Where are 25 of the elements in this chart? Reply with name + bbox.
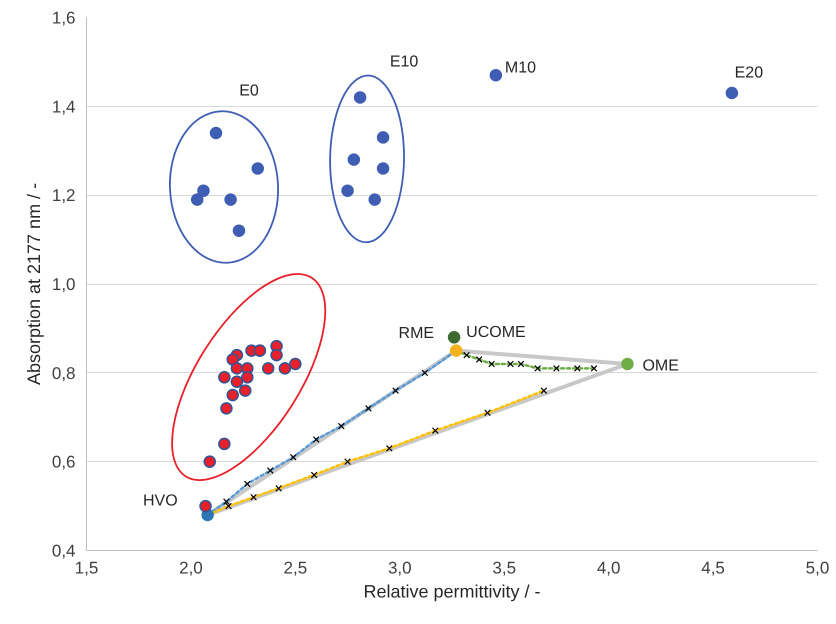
- y-tick-label: 0,8: [52, 364, 76, 383]
- y-tick-label: 1,4: [52, 97, 76, 116]
- series-label: OME: [642, 357, 679, 374]
- y-tick-label: 0,4: [52, 542, 76, 560]
- x-tick-label: 3,5: [492, 558, 516, 578]
- x-tick-label: 2,0: [179, 558, 203, 578]
- x-tick-label: 2,5: [284, 558, 308, 578]
- y-tick-label: 0,6: [52, 452, 76, 472]
- series-label: M10: [504, 60, 536, 77]
- x-axis-title: Relative permittivity / -: [363, 582, 541, 602]
- y-tick-label: 1,2: [52, 186, 76, 206]
- series-label: RME: [398, 324, 434, 342]
- y-axis-title: Absorption at 2177 nm / -: [24, 182, 44, 386]
- x-tick-label: 4,0: [596, 558, 620, 578]
- series-label: UCOME: [466, 324, 526, 342]
- x-tick-label: 5,0: [806, 558, 830, 578]
- x-tick-label: 3,0: [388, 558, 412, 578]
- y-tick-label: 1,0: [52, 275, 76, 294]
- x-tick-label: 1,5: [74, 558, 98, 578]
- x-tick-label: 4,5: [701, 558, 725, 578]
- series-label: E20: [734, 64, 764, 82]
- y-tick-label: 1,6: [52, 8, 76, 28]
- series-label: HVO: [142, 492, 178, 510]
- text: E0: [239, 82, 259, 100]
- text: E10: [390, 53, 418, 70]
